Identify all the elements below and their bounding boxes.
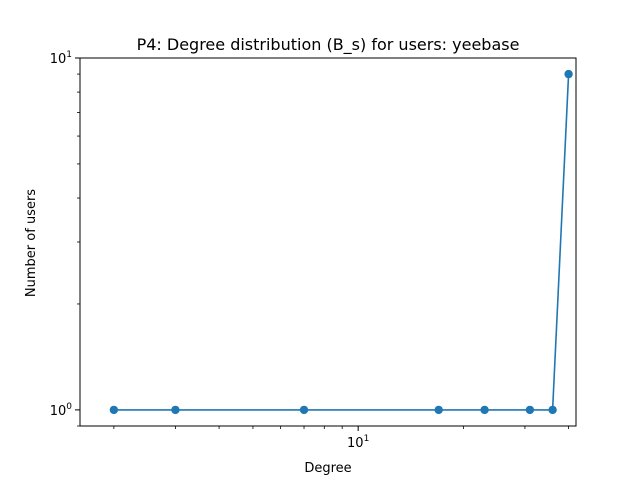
y-tick-label: 100 <box>50 402 73 419</box>
y-axis-label: Number of users <box>24 189 39 297</box>
data-point <box>109 405 119 415</box>
data-point <box>434 405 443 415</box>
chart-title: P4: Degree distribution (B_s) for users:… <box>137 35 520 55</box>
plot-area <box>79 57 577 427</box>
x-axis-ticks: 101 <box>113 426 569 451</box>
x-axis-label: Degree <box>304 461 351 476</box>
y-axis-ticks: 100 101 <box>50 50 80 427</box>
data-point <box>525 405 535 415</box>
data-point <box>171 405 180 415</box>
data-point <box>548 405 557 415</box>
data-point <box>564 69 573 79</box>
x-tick-label: 101 <box>347 434 369 451</box>
data-point <box>299 405 309 415</box>
series-line <box>109 69 573 415</box>
data-point <box>480 405 489 415</box>
plot-frame <box>79 57 577 427</box>
y-tick-label: 101 <box>50 50 72 67</box>
series-polyline <box>113 74 570 411</box>
